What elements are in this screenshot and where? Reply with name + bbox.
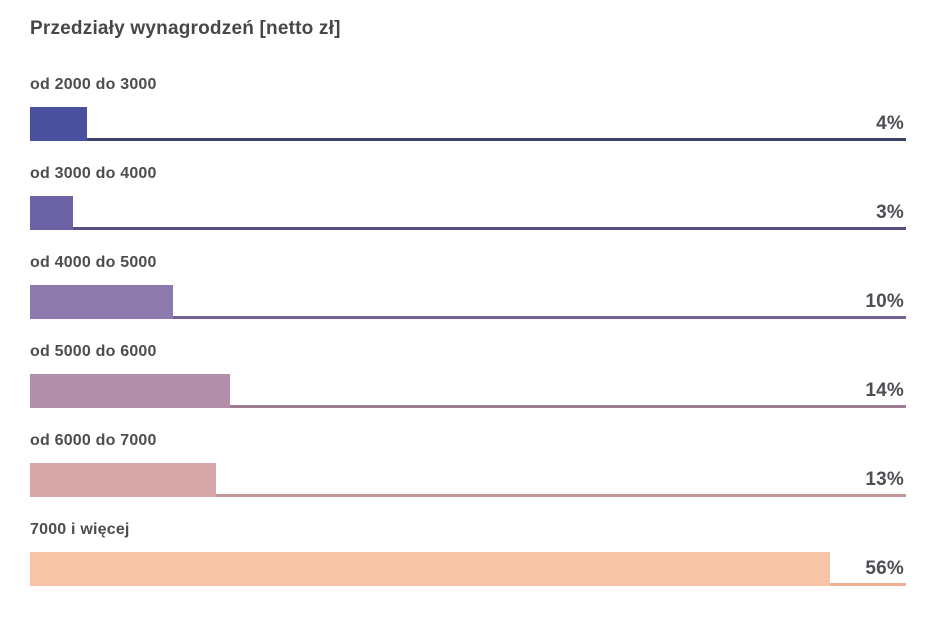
category-label: od 4000 do 5000	[30, 254, 157, 271]
bar-row-2000-3000: od 2000 do 3000 4%	[30, 76, 906, 141]
bar-track: 14%	[30, 374, 906, 408]
bar-track: 56%	[30, 552, 906, 586]
bar-segment	[30, 196, 73, 230]
chart-title: Przedziały wynagrodzeń [netto zł]	[30, 18, 341, 39]
category-label: 7000 i więcej	[30, 521, 130, 538]
axis-baseline	[30, 316, 906, 319]
bar-segment	[30, 552, 831, 586]
bar-segment	[30, 463, 216, 497]
bar-track: 4%	[30, 107, 906, 141]
value-label: 56%	[865, 558, 904, 579]
bar-track: 13%	[30, 463, 906, 497]
axis-baseline	[30, 227, 906, 230]
bar-row-3000-4000: od 3000 do 4000 3%	[30, 165, 906, 230]
bar-row-7000-plus: 7000 i więcej 56%	[30, 521, 906, 586]
bar-row-6000-7000: od 6000 do 7000 13%	[30, 432, 906, 497]
category-label: od 6000 do 7000	[30, 432, 157, 449]
axis-baseline	[30, 405, 906, 408]
bar-segment	[30, 285, 173, 319]
value-label: 10%	[865, 291, 904, 312]
bar-row-4000-5000: od 4000 do 5000 10%	[30, 254, 906, 319]
bar-segment	[30, 107, 88, 141]
value-label: 3%	[876, 202, 904, 223]
category-label: od 3000 do 4000	[30, 165, 157, 182]
category-label: od 2000 do 3000	[30, 76, 157, 93]
value-label: 13%	[865, 469, 904, 490]
axis-baseline	[30, 138, 906, 141]
bar-track: 3%	[30, 196, 906, 230]
bar-row-5000-6000: od 5000 do 6000 14%	[30, 343, 906, 408]
bar-segment	[30, 374, 231, 408]
value-label: 4%	[876, 113, 904, 134]
category-label: od 5000 do 6000	[30, 343, 157, 360]
bar-track: 10%	[30, 285, 906, 319]
axis-baseline	[30, 494, 906, 497]
value-label: 14%	[865, 380, 904, 401]
